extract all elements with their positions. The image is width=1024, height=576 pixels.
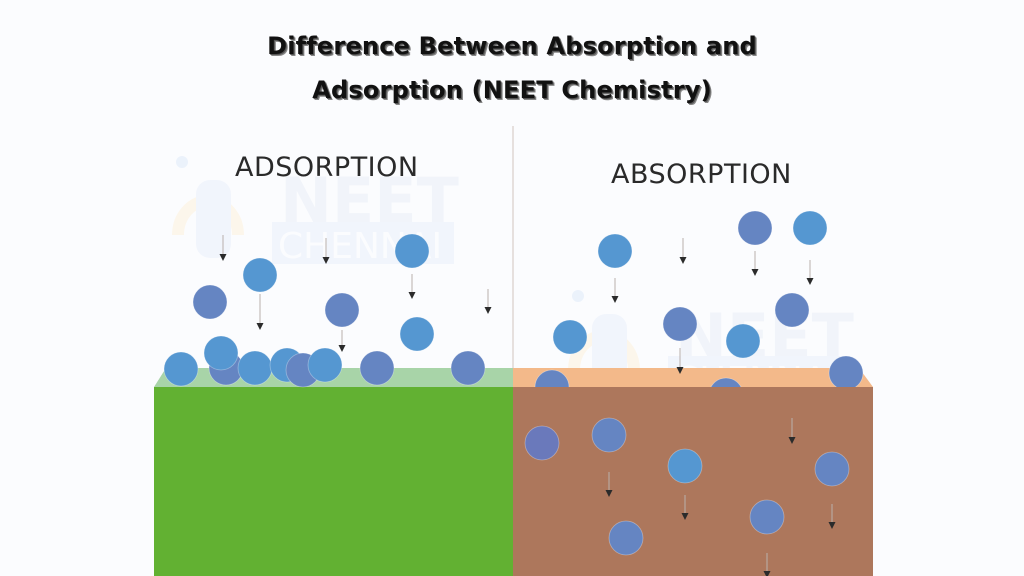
down-arrow-icon [681,495,689,520]
molecule-icon [552,319,588,355]
molecule-icon [814,451,850,487]
molecule-icon [324,292,360,328]
molecule-icon [524,425,560,461]
molecule-icon [307,347,343,383]
down-arrow-icon [828,504,836,529]
molecule-icon [749,499,785,535]
right-molecules-at-surface [534,369,742,387]
down-arrow-icon [322,238,330,264]
down-arrow-icon [256,294,264,330]
molecule-icon [662,306,698,342]
molecule-icon [828,355,864,391]
down-arrow-icon [676,348,684,374]
molecule-icon [725,323,761,359]
down-arrow-icon [338,330,346,352]
molecule-icon [597,233,633,269]
left-arrows [219,235,492,352]
down-arrow-icon [751,251,759,276]
molecule-icon [710,377,742,387]
down-arrow-icon [679,238,687,264]
right-arrows-inside [605,418,836,576]
molecule-icon [667,448,703,484]
down-arrow-icon [788,418,796,444]
molecule-icon [792,210,828,246]
molecule-icon [163,351,199,387]
down-arrow-icon [611,278,619,303]
molecule-icon [192,284,228,320]
title-line-2: Adsorption (NEET Chemistry) [312,76,712,104]
down-arrow-icon [763,553,771,576]
molecule-icon [399,316,435,352]
right-molecules-above [552,210,864,391]
molecule-icon [237,350,273,386]
down-arrow-icon [219,235,227,261]
absorption-label: ABSORPTION [611,159,792,190]
down-arrow-icon [806,260,814,285]
absorbent-solid [513,387,873,576]
down-arrow-icon [605,472,613,497]
down-arrow-icon [484,289,492,314]
molecule-icon [203,335,239,371]
watermark-left: NEET CHENNAI [172,156,459,267]
adsorbent-solid [154,387,513,576]
molecule-icon [608,520,644,556]
right-molecules-inside [524,417,850,556]
molecule-icon [242,257,278,293]
left-molecules [163,233,486,388]
molecule-icon [774,292,810,328]
molecule-icon [394,233,430,269]
molecule-icon [359,350,395,386]
adsorption-label: ADSORPTION [235,152,419,183]
title-line-1: Difference Between Absorption and [267,32,757,60]
molecule-icon [450,350,486,386]
absorbent-surface-top [513,368,873,387]
right-arrows-above [611,238,814,374]
molecule-icon [737,210,773,246]
molecule-icon [534,369,570,387]
page-title: Difference Between Absorption and Adsorp… [0,24,1024,112]
down-arrow-icon [408,274,416,299]
molecule-icon [591,417,627,453]
